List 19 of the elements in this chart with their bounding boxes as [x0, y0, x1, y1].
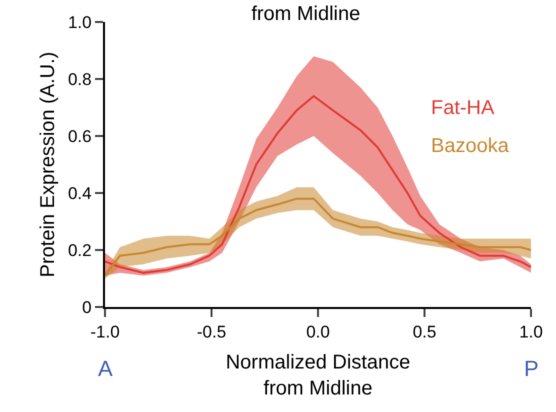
x-tick-label: 0.0 — [306, 322, 330, 342]
y-tick-label: 0.8 — [68, 70, 92, 89]
text: Fat-HA — [431, 97, 495, 119]
x-tick-label: -1.0 — [90, 322, 120, 342]
chart-title: from Midline — [251, 3, 360, 26]
y-tick-label: 0.2 — [68, 240, 92, 260]
x-tick-label: 1.0 — [519, 322, 543, 342]
text: A — [98, 356, 113, 381]
x-axis-title: Normalized Distance from Midline — [226, 351, 410, 400]
y-tick-label: 0.6 — [68, 126, 92, 146]
y-tick-label: 0.4 — [68, 184, 92, 203]
line-series — [105, 95, 531, 274]
y-tick-label: 1.0 — [68, 12, 92, 32]
text: P — [524, 356, 539, 381]
y-axis-title: Protein Expression (A.U.) — [36, 52, 59, 278]
x-tick-label: -0.5 — [196, 322, 226, 342]
y-tick-label: 0 — [82, 298, 92, 317]
x-tick-label: 0.5 — [412, 322, 436, 342]
text: Bazooka — [431, 135, 510, 157]
